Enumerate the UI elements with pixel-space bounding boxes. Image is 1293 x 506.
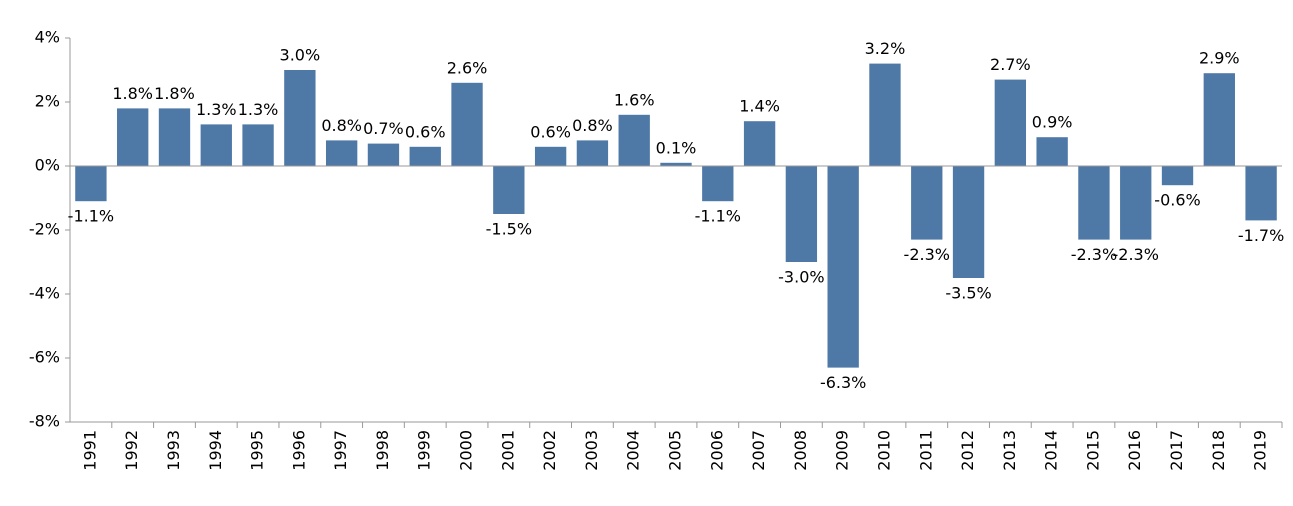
bar bbox=[367, 143, 400, 166]
y-tick-label: 2% bbox=[35, 92, 60, 111]
bar bbox=[785, 166, 818, 262]
data-label: -3.5% bbox=[945, 284, 991, 303]
data-label: -3.0% bbox=[778, 268, 824, 287]
bar bbox=[158, 108, 191, 166]
y-tick-label: -2% bbox=[29, 220, 60, 239]
bar bbox=[743, 121, 776, 166]
x-tick-label: 1994 bbox=[206, 430, 225, 471]
y-tick-label: 0% bbox=[35, 156, 60, 175]
data-label: 1.8% bbox=[112, 84, 153, 103]
bar bbox=[1161, 166, 1194, 186]
bar bbox=[827, 166, 859, 368]
data-label: 1.4% bbox=[739, 97, 780, 116]
data-label: -0.6% bbox=[1154, 191, 1200, 210]
x-tick-label: 2004 bbox=[624, 430, 643, 471]
data-label: -6.3% bbox=[820, 373, 866, 392]
data-label: 0.8% bbox=[572, 116, 613, 135]
data-label: 1.3% bbox=[238, 100, 279, 119]
data-label: 1.8% bbox=[154, 84, 195, 103]
x-tick-label: 2014 bbox=[1042, 430, 1061, 471]
x-tick-label: 1997 bbox=[331, 430, 350, 471]
data-label: 0.1% bbox=[656, 138, 697, 157]
data-label: 3.0% bbox=[280, 46, 321, 65]
bar bbox=[576, 140, 609, 166]
bar bbox=[952, 166, 985, 278]
x-tick-label: 2005 bbox=[666, 430, 685, 471]
x-tick-label: 2010 bbox=[874, 430, 893, 471]
data-label: 3.2% bbox=[865, 39, 906, 58]
data-label: 2.9% bbox=[1199, 49, 1240, 68]
data-label: 1.3% bbox=[196, 100, 237, 119]
x-tick-label: 2019 bbox=[1251, 430, 1270, 471]
bar bbox=[451, 82, 483, 166]
x-tick-label: 2007 bbox=[749, 430, 768, 471]
x-tick-label: 2002 bbox=[540, 430, 559, 471]
bar bbox=[1245, 166, 1277, 221]
y-tick-label: -8% bbox=[29, 412, 60, 431]
x-tick-label: 1992 bbox=[122, 430, 141, 471]
bar bbox=[618, 114, 650, 166]
x-tick-label: 2018 bbox=[1209, 430, 1228, 471]
x-tick-label: 2006 bbox=[707, 430, 726, 471]
bar bbox=[869, 63, 901, 166]
bar bbox=[75, 166, 107, 202]
data-label: 0.8% bbox=[321, 116, 362, 135]
bar bbox=[534, 146, 567, 166]
x-tick-label: 2009 bbox=[833, 430, 852, 471]
x-tick-label: 1996 bbox=[289, 430, 308, 471]
x-tick-label: 1998 bbox=[373, 430, 392, 471]
data-label: 2.6% bbox=[447, 58, 488, 77]
x-tick-label: 2015 bbox=[1083, 430, 1102, 471]
bar bbox=[660, 162, 692, 166]
bar bbox=[242, 124, 274, 166]
data-label: -1.7% bbox=[1238, 226, 1284, 245]
bar bbox=[493, 166, 525, 214]
data-label: -1.5% bbox=[486, 220, 532, 239]
y-tick-label: 4% bbox=[35, 28, 60, 47]
data-label: -1.1% bbox=[68, 207, 114, 226]
data-label: 0.9% bbox=[1032, 113, 1073, 132]
x-tick-label: 2013 bbox=[1000, 430, 1019, 471]
x-tick-label: 2008 bbox=[791, 430, 810, 471]
bar bbox=[325, 140, 358, 166]
x-tick-label: 2012 bbox=[958, 430, 977, 471]
bar bbox=[702, 166, 734, 202]
data-label: -2.3% bbox=[904, 245, 950, 264]
bar bbox=[284, 70, 316, 166]
data-label: 0.6% bbox=[405, 122, 446, 141]
x-tick-label: 1993 bbox=[164, 430, 183, 471]
data-label: 0.6% bbox=[530, 122, 571, 141]
y-tick-label: -4% bbox=[29, 284, 60, 303]
bar bbox=[994, 79, 1027, 166]
data-label: 2.7% bbox=[990, 55, 1031, 74]
x-tick-label: 1991 bbox=[80, 430, 99, 471]
x-tick-label: 2003 bbox=[582, 430, 601, 471]
x-tick-label: 1999 bbox=[415, 430, 434, 471]
x-tick-label: 2011 bbox=[916, 430, 935, 471]
data-label: 1.6% bbox=[614, 90, 655, 109]
bar bbox=[1203, 73, 1235, 166]
x-tick-label: 2000 bbox=[457, 430, 476, 471]
bar bbox=[200, 124, 232, 166]
x-tick-label: 1995 bbox=[248, 430, 267, 471]
bar bbox=[1036, 137, 1068, 166]
bar bbox=[1078, 166, 1110, 240]
x-tick-label: 2001 bbox=[498, 430, 517, 471]
data-label: -2.3% bbox=[1113, 245, 1159, 264]
y-tick-label: -6% bbox=[29, 348, 60, 367]
x-tick-label: 2017 bbox=[1167, 430, 1186, 471]
bar bbox=[117, 108, 149, 166]
bar bbox=[1120, 166, 1152, 240]
data-label: -1.1% bbox=[695, 207, 741, 226]
bar bbox=[911, 166, 943, 240]
data-label: -2.3% bbox=[1071, 245, 1117, 264]
data-label: 0.7% bbox=[363, 119, 404, 138]
x-tick-label: 2016 bbox=[1125, 430, 1144, 471]
bar bbox=[409, 146, 441, 166]
